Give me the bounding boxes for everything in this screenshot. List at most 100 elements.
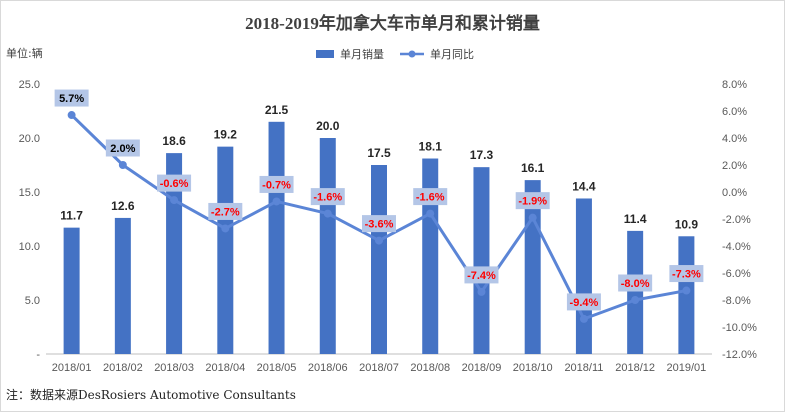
yoy-label-box bbox=[464, 266, 499, 284]
y-left-tick-label: 25.0 bbox=[19, 79, 40, 91]
x-tick-label: 2018/04 bbox=[205, 362, 245, 374]
yoy-point bbox=[323, 209, 332, 218]
y-right-tick-label: 4.0% bbox=[722, 133, 747, 145]
y-right-tick-label: 6.0% bbox=[722, 106, 747, 118]
y-right-tick-label: -8.0% bbox=[722, 295, 751, 307]
bar-value-label: 17.3 bbox=[470, 148, 494, 162]
yoy-label-box bbox=[669, 265, 704, 283]
yoy-value-label: -1.6% bbox=[313, 192, 342, 204]
yoy-point bbox=[579, 314, 588, 323]
bar-value-label: 12.6 bbox=[111, 199, 135, 213]
x-tick-label: 2018/08 bbox=[410, 362, 450, 374]
yoy-label-box bbox=[310, 188, 345, 206]
x-tick-label: 2018/01 bbox=[52, 362, 92, 374]
y-left-tick-label: 20.0 bbox=[19, 133, 40, 145]
bar-value-label: 14.4 bbox=[572, 179, 596, 193]
line-labels: 5.7% 2.0% -0.6% -2.7% -0.7% -1.6% -3.6% -1.6% -7… bbox=[54, 89, 704, 311]
yoy-value-label: 2.0% bbox=[110, 143, 135, 155]
x-tick-label: 2018/12 bbox=[615, 362, 655, 374]
bar-value-label: 18.6 bbox=[162, 134, 186, 148]
yoy-value-label: -8.0% bbox=[621, 278, 650, 290]
y-right-tick-label: -2.0% bbox=[722, 214, 751, 226]
yoy-point bbox=[682, 286, 691, 295]
bar-value-label: 11.7 bbox=[60, 209, 83, 223]
legend: 单月销量 单月同比 bbox=[316, 47, 474, 61]
x-tick-label: 2018/09 bbox=[462, 362, 502, 374]
bar bbox=[217, 146, 234, 354]
bar-value-label: 21.5 bbox=[265, 103, 289, 117]
legend-line-marker bbox=[408, 50, 416, 58]
bar bbox=[63, 227, 80, 354]
yoy-label-box bbox=[157, 174, 192, 192]
y-left-tick-label: - bbox=[36, 349, 40, 361]
x-tick-label: 2018/10 bbox=[513, 362, 553, 374]
y-right-tick-label: 0.0% bbox=[722, 187, 747, 199]
bar bbox=[422, 158, 439, 354]
yoy-point bbox=[221, 224, 230, 233]
y-right-tick-label: 8.0% bbox=[722, 79, 747, 91]
yoy-label-box bbox=[413, 188, 448, 206]
x-tick-label: 2019/01 bbox=[667, 362, 707, 374]
bar-value-label: 11.4 bbox=[624, 212, 647, 226]
yoy-value-label: -9.4% bbox=[570, 297, 599, 309]
yoy-value-label: -7.3% bbox=[672, 269, 701, 281]
bar bbox=[678, 236, 695, 354]
yoy-point bbox=[118, 161, 127, 169]
bar bbox=[575, 198, 592, 354]
chart-title: 2018-2019年加拿大车市单月和累计销量 bbox=[245, 14, 540, 33]
bar-value-label: 16.1 bbox=[521, 161, 545, 175]
yoy-value-label: -3.6% bbox=[365, 219, 394, 231]
legend-line-label: 单月同比 bbox=[430, 48, 474, 61]
unit-label: 单位:辆 bbox=[6, 47, 43, 60]
yoy-value-label: 5.7% bbox=[59, 93, 84, 105]
y-left-tick-label: 5.0 bbox=[25, 295, 40, 307]
yoy-value-label: -0.7% bbox=[262, 179, 291, 191]
bar-labels: 11.7 12.6 18.6 19.2 21.5 20.0 17.5 18.1 17.3 16.1… bbox=[60, 103, 698, 231]
yoy-value-label: -0.6% bbox=[160, 178, 189, 190]
bar bbox=[319, 138, 336, 354]
bar-value-label: 20.0 bbox=[316, 119, 340, 133]
yoy-value-label: -1.9% bbox=[518, 196, 547, 208]
yoy-point bbox=[528, 213, 537, 222]
legend-bar-label: 单月销量 bbox=[340, 47, 384, 61]
y-right-tick-label: -6.0% bbox=[722, 268, 751, 280]
x-tick-label: 2018/02 bbox=[103, 362, 143, 374]
yoy-label-box bbox=[208, 202, 243, 220]
bar-value-label: 18.1 bbox=[419, 140, 443, 154]
x-tick-label: 2018/06 bbox=[308, 362, 348, 374]
y-right-tick-label: 2.0% bbox=[722, 160, 747, 172]
y-right-tick-label: -10.0% bbox=[722, 322, 757, 334]
y-right-tick-label: -12.0% bbox=[722, 349, 757, 361]
bar bbox=[371, 165, 387, 354]
yoy-label-box bbox=[362, 215, 396, 233]
bar bbox=[114, 217, 131, 354]
y-right-tick-label: -4.0% bbox=[722, 241, 751, 253]
yoy-point bbox=[477, 287, 486, 296]
yoy-point bbox=[272, 197, 281, 206]
y-left-tick-label: 10.0 bbox=[19, 241, 40, 253]
x-tick-label: 2018/03 bbox=[154, 362, 194, 374]
yoy-point bbox=[426, 209, 435, 218]
x-tick-label: 2018/05 bbox=[257, 362, 297, 374]
yoy-point bbox=[631, 296, 640, 304]
legend-bar-swatch bbox=[316, 50, 334, 58]
yoy-value-label: -7.4% bbox=[467, 270, 496, 282]
yoy-label-box bbox=[515, 192, 550, 210]
bar bbox=[627, 230, 644, 354]
yoy-label-box bbox=[259, 175, 294, 193]
y-left-tick-label: 15.0 bbox=[19, 187, 40, 199]
yoy-label-box bbox=[566, 293, 601, 311]
yoy-line bbox=[67, 111, 691, 323]
yoy-label-box bbox=[618, 274, 653, 292]
bar bbox=[268, 121, 285, 354]
yoy-value-label: -1.6% bbox=[416, 192, 445, 204]
yoy-label-box bbox=[54, 89, 89, 107]
axes: - 5.0 10.0 15.0 20.0 25.0 8.0% 6.0% 4.0% 2.0% 0.0%… bbox=[19, 79, 757, 374]
yoy-point bbox=[170, 196, 179, 205]
yoy-point bbox=[375, 236, 383, 245]
yoy-point bbox=[67, 111, 76, 120]
x-tick-label: 2018/11 bbox=[564, 362, 603, 374]
source-note: 注：数据来源DesRosiers Automotive Consultants bbox=[6, 388, 296, 402]
bar-value-label: 19.2 bbox=[214, 128, 238, 142]
